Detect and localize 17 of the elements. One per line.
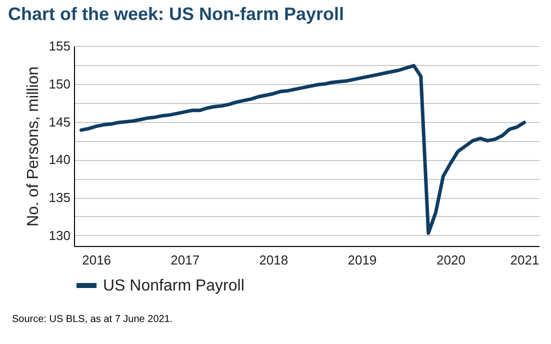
y-tick-label: 140 [48, 152, 70, 168]
y-tick-label: 150 [48, 76, 70, 92]
x-tick-label: 2018 [259, 252, 288, 268]
legend-label: US Nonfarm Payroll [103, 278, 244, 294]
y-tick-label: 155 [48, 38, 70, 54]
x-tick-label: 2016 [82, 252, 112, 268]
y-tick-label: 130 [48, 228, 70, 243]
x-tick-label: 2019 [348, 252, 377, 268]
line-series [80, 64, 526, 235]
x-tick-label: 2021 [510, 252, 540, 268]
y-axis-title: No. of Persons, million [24, 66, 42, 227]
y-tick-label: 135 [48, 190, 70, 206]
y-tick-label: 145 [48, 114, 70, 130]
x-tick-label: 2017 [170, 252, 200, 268]
chart-title: Chart of the week: US Non-farm Payroll [8, 4, 344, 24]
x-tick-label: 2020 [436, 252, 466, 268]
source-note: Source: US BLS, as at 7 June 2021. [12, 314, 174, 325]
